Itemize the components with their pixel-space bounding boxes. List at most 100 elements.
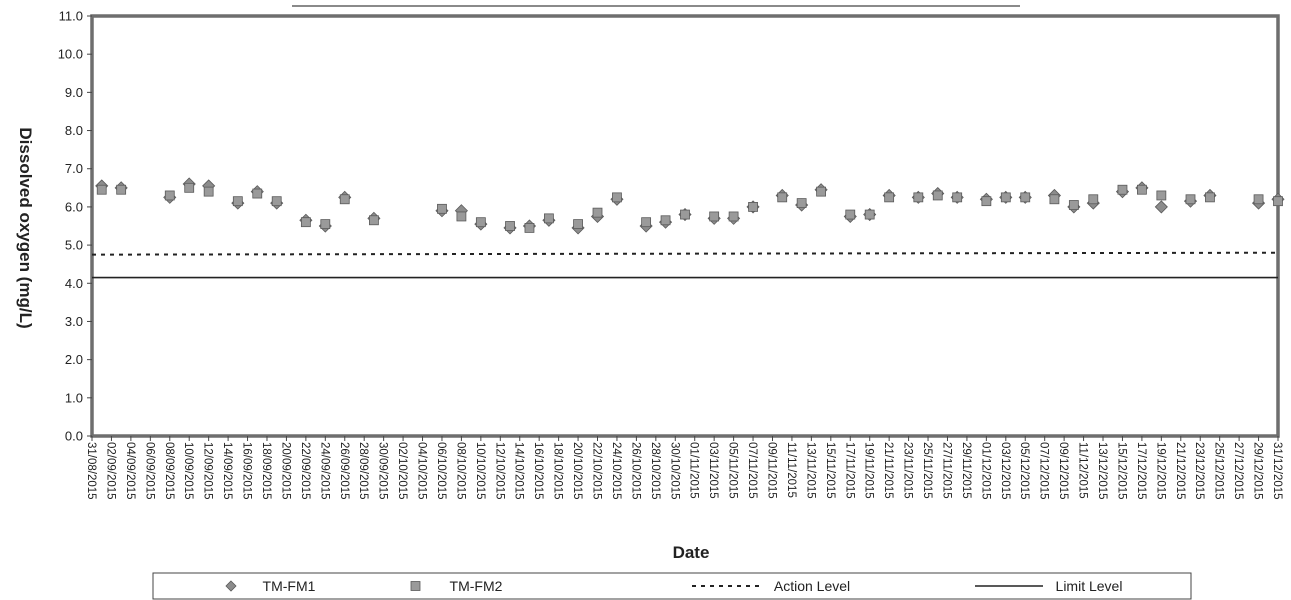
- y-tick-label: 8.0: [65, 123, 83, 138]
- tm-fm2-point: [505, 221, 515, 231]
- x-tick-label: 27/11/2015: [940, 442, 952, 499]
- legend: TM-FM1 TM-FM2 Action Level Limit Level: [152, 572, 1192, 600]
- x-tick-label: 12/09/2015: [202, 442, 214, 500]
- x-tick-label: 31/08/2015: [85, 442, 97, 500]
- x-tick-label: 25/12/2015: [1213, 442, 1225, 500]
- tm-fm2-point: [475, 217, 486, 228]
- tm-fm2-point: [252, 188, 263, 199]
- x-tick-label: 29/12/2015: [1252, 442, 1264, 500]
- tm-fm2-point: [1049, 194, 1060, 205]
- x-tick-label: 02/09/2015: [104, 442, 116, 500]
- x-tick-label: 20/10/2015: [571, 442, 583, 500]
- tm-fm2-point: [184, 182, 195, 193]
- tm-fm2-point: [96, 184, 107, 195]
- x-tick-label: 19/11/2015: [863, 442, 875, 499]
- x-tick-label: 23/11/2015: [902, 442, 914, 499]
- tm-fm2-point: [271, 196, 282, 207]
- tm-fm2-point: [728, 211, 739, 222]
- x-tick-label: 29/11/2015: [960, 442, 972, 499]
- tm-fm2-point: [884, 192, 895, 203]
- tm-fm2-point: [456, 211, 467, 222]
- tm-fm2-point: [680, 209, 690, 220]
- legend-square-icon: [410, 581, 421, 591]
- x-tick-label: 05/12/2015: [1018, 442, 1030, 500]
- tm-fm2-point: [1117, 184, 1128, 195]
- tm-fm2-point: [1020, 192, 1031, 203]
- tm-fm2-point: [1156, 190, 1167, 201]
- tm-fm2-point: [1253, 194, 1264, 205]
- x-tick-label: 08/10/2015: [454, 442, 466, 500]
- tm-fm2-point: [1137, 184, 1147, 195]
- y-tick-label: 4.0: [65, 276, 83, 291]
- y-tick-label: 7.0: [65, 161, 83, 176]
- x-tick-label: 13/12/2015: [1096, 442, 1108, 500]
- x-tick-label: 12/10/2015: [493, 442, 505, 500]
- x-tick-label: 27/12/2015: [1232, 442, 1244, 500]
- x-axis: 31/08/2015 02/09/2015 04/09/2015 06/09/2015…: [85, 436, 1283, 500]
- x-tick-label: 11/11/2015: [785, 442, 797, 498]
- tm-fm2-point: [952, 192, 963, 203]
- x-tick-label: 10/09/2015: [182, 442, 194, 500]
- tm-fm2-point: [320, 219, 331, 229]
- plot-frame: [90, 14, 1280, 438]
- tm-fm2-point: [369, 215, 379, 226]
- x-tick-label: 24/10/2015: [610, 442, 622, 500]
- x-tick-label: 26/10/2015: [629, 442, 641, 500]
- x-tick-label: 17/11/2015: [843, 442, 855, 499]
- tm-fm2-point: [1273, 196, 1283, 207]
- x-tick-label: 13/11/2015: [804, 442, 816, 499]
- legend-label: Limit Level: [1056, 578, 1123, 594]
- x-tick-label: 28/09/2015: [357, 442, 369, 500]
- tm-fm2-point: [1088, 194, 1099, 205]
- x-tick-label: 19/12/2015: [1154, 442, 1166, 500]
- tm-fm2-point: [592, 207, 603, 218]
- x-tick-label: 02/10/2015: [396, 442, 408, 500]
- x-tick-label: 11/12/2015: [1077, 442, 1089, 499]
- tm-fm2-point: [796, 198, 807, 208]
- legend-label: Action Level: [774, 578, 850, 594]
- y-tick-label: 11.0: [59, 9, 83, 24]
- tm-fm2-point: [777, 192, 788, 203]
- x-tick-label: 15/12/2015: [1115, 442, 1127, 500]
- plot-area: [90, 14, 1280, 438]
- x-tick-label: 22/10/2015: [591, 442, 603, 500]
- legend-label: TM-FM1: [263, 578, 316, 594]
- x-tick-label: 08/09/2015: [163, 442, 175, 500]
- x-tick-label: 24/09/2015: [318, 442, 330, 500]
- tm-fm2-point: [641, 217, 652, 228]
- x-tick-label: 14/09/2015: [221, 442, 233, 500]
- data-points: [95, 177, 1285, 235]
- tm-fm2-point: [437, 203, 447, 214]
- y-axis: 0.0 1.0 2.0 3.0 4.0 5.0 6.0 7.0 8.0 9.0 10.0 11.0: [58, 9, 92, 444]
- tm-fm2-point: [709, 211, 720, 222]
- y-tick-label: 2.0: [65, 352, 83, 367]
- tm-fm2-point: [544, 213, 554, 224]
- x-tick-label: 18/09/2015: [260, 442, 272, 500]
- x-tick-label: 07/11/2015: [746, 442, 758, 499]
- tm-fm2-point: [1185, 194, 1196, 205]
- x-tick-label: 07/12/2015: [1038, 442, 1050, 500]
- x-tick-label: 06/09/2015: [143, 442, 155, 500]
- x-tick-label: 30/09/2015: [377, 442, 389, 500]
- x-tick-label: 01/12/2015: [979, 442, 991, 500]
- tm-fm2-point: [913, 192, 924, 203]
- tm-fm2-point: [981, 196, 992, 207]
- x-tick-label: 26/09/2015: [338, 442, 350, 500]
- y-tick-label: 3.0: [65, 314, 83, 329]
- tm-fm2-point: [845, 209, 856, 220]
- legend-label: TM-FM2: [450, 578, 503, 594]
- x-tick-label: 10/10/2015: [474, 442, 486, 500]
- x-tick-label: 31/12/2015: [1271, 442, 1283, 500]
- tm-fm2-point: [816, 186, 826, 197]
- x-tick-label: 22/09/2015: [299, 442, 311, 500]
- tm-fm2-point: [300, 217, 311, 228]
- x-tick-label: 25/11/2015: [921, 442, 933, 499]
- x-tick-label: 17/12/2015: [1135, 442, 1147, 500]
- tm-fm2-point: [748, 202, 758, 212]
- x-tick-label: 16/09/2015: [241, 442, 253, 500]
- x-tick-label: 21/11/2015: [882, 442, 894, 499]
- x-tick-label: 04/10/2015: [416, 442, 428, 500]
- tm-fm1-point: [1154, 200, 1168, 214]
- y-tick-label: 5.0: [65, 238, 83, 253]
